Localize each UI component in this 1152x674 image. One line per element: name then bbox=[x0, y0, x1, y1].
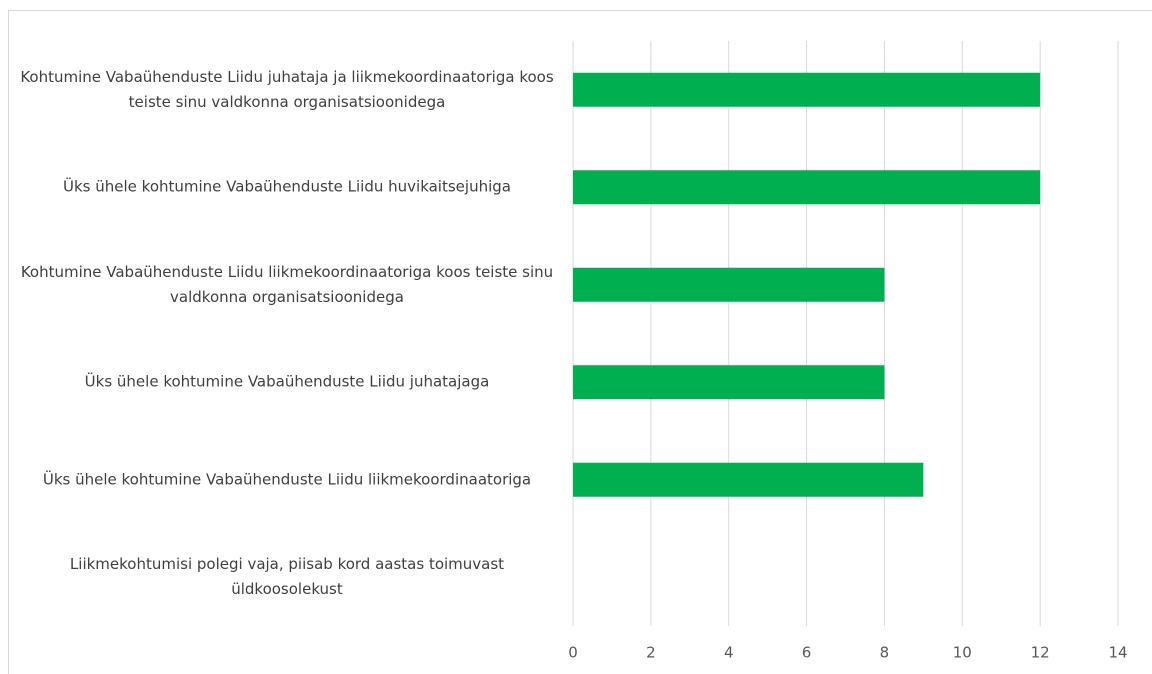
y-tick-label: Liikmekohtumisi polegi vaja, piisab kord… bbox=[69, 555, 505, 599]
x-tick-label: 4 bbox=[724, 644, 734, 662]
x-tick-label: 0 bbox=[568, 644, 578, 662]
chart-frame bbox=[8, 10, 1152, 674]
x-tick-label: 14 bbox=[1108, 644, 1127, 662]
x-tick-label: 6 bbox=[802, 644, 812, 662]
bar bbox=[573, 267, 885, 302]
y-tick-label: Üks ühele kohtumine Vabaühenduste Liidu … bbox=[42, 470, 532, 489]
bar bbox=[573, 72, 1041, 107]
y-tick-label: Üks ühele kohtumine Vabaühenduste Liidu … bbox=[63, 177, 511, 196]
y-tick-label: Kohtumine Vabaühenduste Liidu juhataja j… bbox=[20, 67, 554, 111]
y-tick-label: Kohtumine Vabaühenduste Liidu liikmekoor… bbox=[20, 262, 554, 306]
x-tick-label: 12 bbox=[1031, 644, 1050, 662]
x-tick-label: 2 bbox=[646, 644, 656, 662]
bar bbox=[573, 462, 924, 497]
y-tick-label: Üks ühele kohtumine Vabaühenduste Liidu … bbox=[84, 372, 490, 391]
bar bbox=[573, 365, 885, 400]
x-tick-label: 10 bbox=[953, 644, 972, 662]
bar bbox=[573, 170, 1041, 205]
x-tick-label: 8 bbox=[880, 644, 890, 662]
